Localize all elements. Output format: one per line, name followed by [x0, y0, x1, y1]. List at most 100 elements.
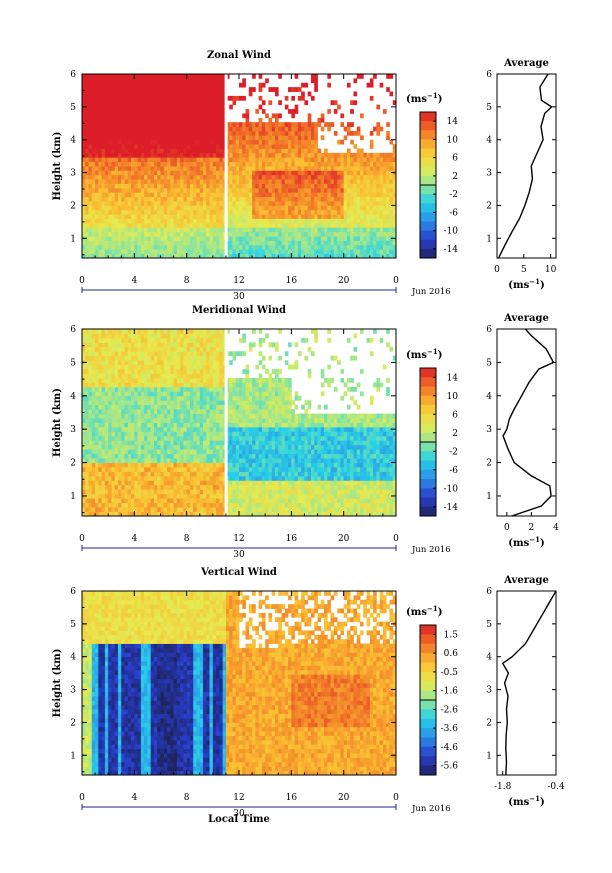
heatmap-cell: [131, 166, 135, 171]
heatmap-cell: [271, 201, 276, 206]
heatmap-cell: [121, 74, 125, 79]
heatmap-cell: [386, 227, 390, 233]
heatmap-cell: [104, 369, 109, 374]
heatmap-cell: [232, 192, 237, 198]
heatmap-cell: [137, 113, 142, 119]
heatmap-cell: [101, 135, 106, 141]
heatmap-cell: [147, 144, 152, 149]
heatmap-cell: [176, 426, 181, 432]
heatmap-cell: [104, 489, 109, 495]
heatmap-cell: [173, 329, 178, 334]
heatmap-cell: [258, 183, 263, 189]
heatmap-cell: [95, 244, 99, 250]
heatmap-cell: [307, 144, 312, 149]
heatmap-cell: [98, 502, 103, 508]
heatmap-cell: [389, 187, 394, 193]
heatmap-cell: [297, 214, 302, 219]
heatmap-cell: [131, 122, 135, 127]
heatmap-cell: [108, 152, 112, 158]
heatmap-cell: [268, 100, 273, 106]
heatmap-cell: [173, 122, 178, 127]
heatmap-cell: [291, 122, 296, 127]
heatmap-cell: [189, 82, 194, 88]
heatmap-cell: [124, 170, 129, 176]
heatmap-cell: [134, 161, 139, 167]
heatmap-cell: [255, 166, 260, 171]
heatmap-cell: [183, 74, 188, 79]
heatmap-cell: [294, 231, 299, 237]
heatmap-cell: [108, 244, 112, 250]
heatmap-cell: [163, 117, 168, 123]
heatmap-cell: [307, 130, 312, 136]
heatmap-cell: [157, 346, 161, 352]
heatmap-cell: [121, 391, 125, 397]
heatmap-cell: [101, 236, 106, 241]
heatmap-cell: [82, 498, 86, 504]
heatmap-cell: [170, 346, 174, 352]
heatmap-cell: [196, 201, 201, 206]
heatmap-cell: [255, 135, 260, 141]
heatmap-cell: [124, 444, 129, 450]
heatmap-cell: [91, 511, 96, 517]
heatmap-cell: [382, 179, 387, 184]
heatmap-cell: [173, 130, 178, 136]
heatmap-cell: [114, 440, 119, 446]
heatmap-cell: [114, 139, 119, 145]
heatmap-cell: [176, 337, 181, 343]
heatmap-cell: [134, 130, 139, 136]
heatmap-cell: [186, 364, 191, 370]
heatmap-cell: [150, 418, 155, 423]
heatmap-cell: [121, 449, 125, 455]
heatmap-cell: [98, 87, 103, 92]
heatmap-cell: [288, 253, 292, 259]
heatmap-cell: [294, 227, 299, 233]
heatmap-cell: [183, 109, 188, 114]
heatmap-cell: [101, 109, 106, 114]
heatmap-cell: [252, 205, 256, 211]
heatmap-cell: [189, 218, 194, 224]
heatmap-cell: [173, 333, 178, 339]
heatmap-cell: [111, 104, 116, 110]
heatmap-cell: [327, 249, 331, 255]
heatmap-cell: [268, 157, 273, 163]
heatmap-cell: [265, 240, 269, 246]
heatmap-cell: [284, 249, 289, 255]
heatmap-cell: [186, 502, 191, 508]
heatmap-cell: [363, 214, 367, 219]
heatmap-cell: [294, 174, 299, 180]
heatmap-cell: [265, 192, 269, 198]
colorbar-segment: [420, 121, 436, 131]
heatmap-cell: [297, 240, 302, 246]
heatmap-cell: [376, 218, 381, 224]
heatmap-cell: [95, 192, 99, 198]
heatmap-cell: [222, 82, 227, 88]
heatmap-cell: [88, 222, 93, 228]
heatmap-cell: [376, 104, 381, 110]
heatmap-cell: [85, 222, 89, 228]
heatmap-cell: [167, 109, 171, 114]
heatmap-cell: [366, 82, 371, 88]
heatmap-cell: [248, 122, 253, 127]
heatmap-cell: [376, 240, 381, 246]
heatmap-cell: [114, 355, 119, 361]
heatmap-cell: [114, 413, 119, 419]
heatmap-cell: [101, 391, 106, 397]
heatmap-cell: [206, 157, 210, 163]
heatmap-cell: [386, 152, 390, 158]
heatmap-cell: [310, 95, 315, 101]
heatmap-cell: [271, 122, 276, 127]
heatmap-cell: [327, 82, 331, 88]
heatmap-cell: [183, 409, 188, 414]
heatmap-cell: [104, 471, 109, 477]
heatmap-cell: [95, 78, 99, 84]
heatmap-cell: [206, 78, 210, 84]
heatmap-cell: [183, 183, 188, 189]
heatmap-cell: [258, 240, 263, 246]
heatmap-cell: [304, 209, 309, 215]
heatmap-cell: [265, 196, 269, 202]
heatmap-cell: [212, 249, 217, 255]
heatmap-cell: [376, 231, 381, 237]
heatmap-cell: [82, 507, 86, 512]
heatmap-cell: [320, 249, 325, 255]
heatmap-cell: [196, 205, 201, 211]
